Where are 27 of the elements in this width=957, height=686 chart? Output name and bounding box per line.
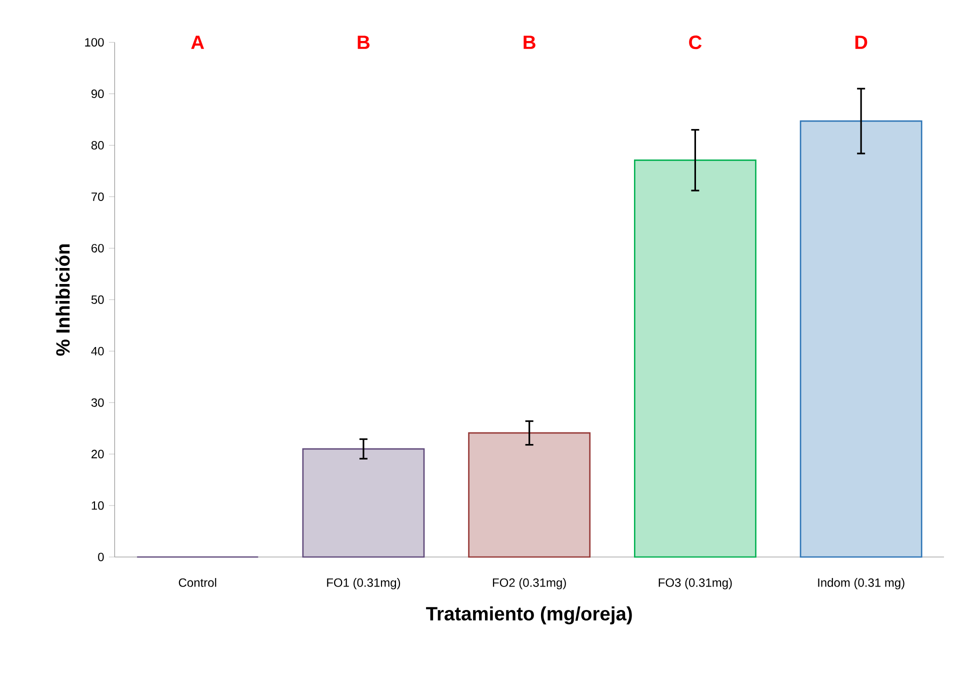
annotation: B <box>358 36 370 49</box>
y-tick-label: 80 <box>91 141 104 150</box>
annotation: C <box>689 36 702 50</box>
y-tick-label: 0 <box>98 552 104 562</box>
x-tick-label: FO3 (0.31mg) <box>658 578 732 590</box>
y-tick-label: 20 <box>92 450 104 458</box>
y-axis-title: % Inhibición <box>55 244 70 356</box>
annotation: B <box>524 36 536 49</box>
annotation: A <box>191 36 204 49</box>
x-tick-label: Control <box>178 578 216 587</box>
bar <box>302 448 425 558</box>
y-tick-label: 100 <box>85 38 104 47</box>
y-tick-label: 30 <box>91 398 104 407</box>
y-tick-label: 60 <box>92 244 104 252</box>
y-tick-label: 90 <box>91 90 104 98</box>
x-tick-label: Indom (0.31 mg) <box>818 578 904 590</box>
y-tick-label: 70 <box>92 192 104 201</box>
y-tick-label: 40 <box>91 346 104 356</box>
bar <box>468 432 591 558</box>
y-tick-label: 50 <box>91 295 104 304</box>
x-tick-label: FO1 (0.31mg) <box>327 578 400 590</box>
x-axis-title: Tratamiento (mg/oreja) <box>426 606 632 624</box>
bar <box>634 160 756 558</box>
annotation: D <box>855 36 868 49</box>
y-tick-label: 10 <box>92 501 104 510</box>
x-tick-label: FO2 (0.31mg) <box>492 578 566 590</box>
bar <box>800 120 922 558</box>
